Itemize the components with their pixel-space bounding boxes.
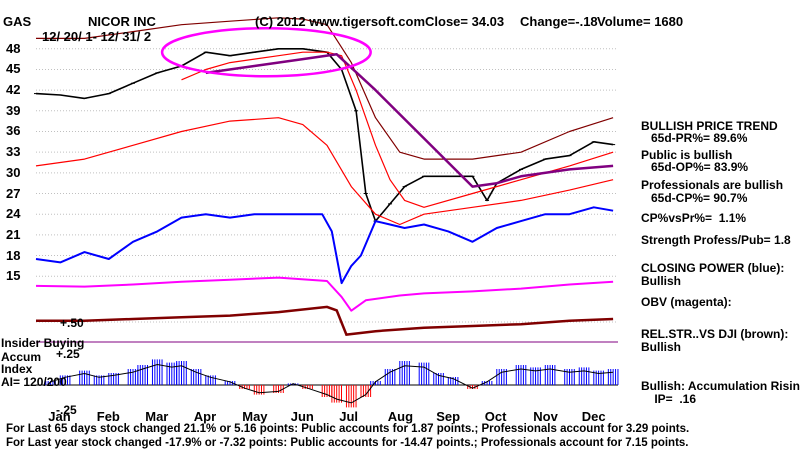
sidebar-price-trend: BULLISH PRICE TREND — [641, 119, 778, 133]
x-tick-label: Aug — [387, 409, 414, 424]
footer-line-year: For Last year stock changed -17.9% or -7… — [6, 437, 689, 449]
lower-band-line — [35, 117, 614, 226]
sidebar-op-pct: 65d-OP%= 83.9% — [641, 160, 749, 174]
sidebar-cp-vs-pr: CP%vsPr%= 1.1% — [641, 211, 747, 225]
y-tick-label: 24 — [6, 206, 21, 222]
ticker-symbol: GAS — [3, 14, 32, 29]
label-plus25: +.25 — [56, 347, 80, 361]
label-ai: AI= 120/200 — [1, 375, 67, 389]
company-name: NICOR INC — [88, 14, 156, 29]
y-tick-label: 27 — [6, 185, 21, 201]
footer-line-65days: For Last 65 days stock changed 21.1% or … — [6, 423, 690, 435]
x-tick-label: Nov — [533, 409, 558, 424]
x-tick-label: Jun — [290, 409, 314, 424]
y-tick-label: 48 — [6, 40, 21, 56]
volume-value: Volume= 1680 — [597, 14, 684, 29]
y-tick-label: 15 — [6, 268, 21, 284]
sidebar-cp-status: Bullish — [641, 274, 682, 288]
rel-strength-line — [36, 305, 614, 336]
sidebar-professionals: Professionals are bullish — [641, 178, 784, 192]
y-tick-label: 21 — [6, 226, 21, 242]
sidebar-obv: OBV (magenta): — [641, 295, 732, 309]
label-insider-buying: Insider Buying — [1, 336, 85, 350]
sidebar-public: Public is bullish — [641, 148, 733, 162]
x-tick-label: Jul — [339, 409, 359, 424]
accum-ma-line — [50, 363, 614, 404]
short-ma-line — [181, 51, 614, 208]
label-accum: Accum — [1, 350, 42, 364]
x-tick-label: Oct — [484, 409, 507, 424]
sidebar-strength: Strength Profess/Pub= 1.8 — [641, 233, 791, 247]
sidebar-accum: Bullish: Accumulation Rising — [641, 379, 800, 393]
price-line — [35, 47, 614, 222]
close-value: Close= 34.03 — [425, 14, 505, 29]
label-plus50: +.50 — [60, 316, 84, 330]
y-tick-label: 42 — [6, 82, 21, 98]
x-tick-label: Dec — [581, 409, 606, 424]
x-tick-label: Sep — [436, 409, 461, 424]
y-tick-label: 33 — [6, 144, 21, 160]
y-tick-label: 45 — [6, 61, 21, 77]
y-tick-label: 36 — [6, 123, 21, 139]
y-tick-label: 39 — [6, 102, 21, 118]
label-minus25: -.25 — [56, 403, 77, 417]
change-value: Change=-.18 — [520, 14, 598, 29]
closing-power-line — [35, 206, 614, 285]
sidebar-pr-pct: 65d-PR%= 89.6% — [641, 131, 748, 145]
label-index: Index — [1, 362, 33, 376]
x-tick-label: Jan — [48, 409, 71, 424]
x-tick-label: Apr — [193, 409, 217, 424]
sidebar-cp-pct: 65d-CP%= 90.7% — [641, 191, 748, 205]
sidebar-rel-str-status: Bullish — [641, 340, 682, 354]
date-range: 12/ 20/ 1- 12/ 31/ 2 — [42, 29, 152, 44]
upper-band-line — [36, 17, 614, 160]
sidebar-rel-str: REL.STR..VS DJI (brown): — [641, 327, 789, 341]
y-tick-label: 30 — [6, 164, 21, 180]
top-annotation-ellipse — [160, 26, 372, 78]
y-tick-label: 18 — [6, 247, 21, 263]
x-tick-label: Feb — [96, 409, 120, 424]
sidebar-ip: IP= .16 — [641, 392, 697, 406]
copyright-text: (C) 2012 www.tigersoft.com — [255, 14, 425, 29]
long-ma-line — [205, 53, 614, 188]
x-tick-label: May — [242, 409, 268, 424]
sidebar-closing-power: CLOSING POWER (blue): — [641, 261, 785, 275]
x-tick-label: Mar — [145, 409, 169, 424]
obv-line — [35, 276, 614, 312]
